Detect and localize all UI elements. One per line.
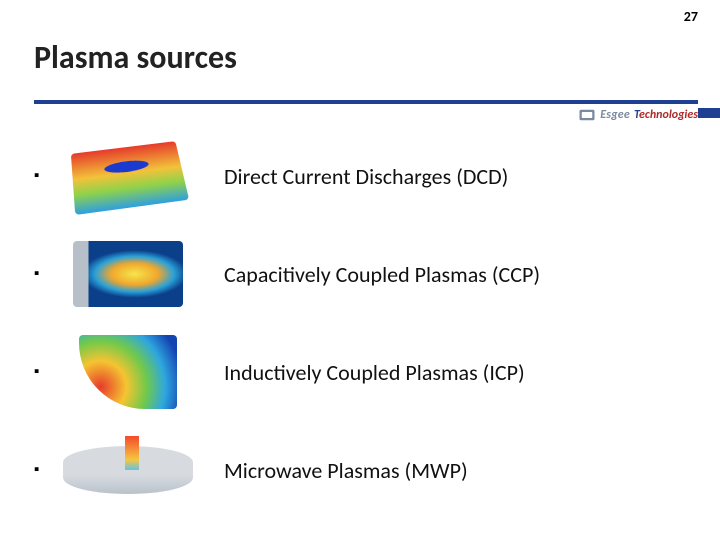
sim-render-icon [73,241,183,307]
page-title: Plasma sources [34,38,237,77]
brand-logo: Esgee Technologies [578,108,698,122]
item-label: Capacitively Coupled Plasmas (CCP) [224,261,540,288]
slide: 27 Plasma sources Esgee Technologies ▪ D… [0,0,720,540]
bullet-icon: ▪ [34,167,48,185]
title-separator [34,100,698,104]
bullet-icon: ▪ [34,265,48,283]
list-item: ▪ Inductively Coupled Plasmas (ICP) [34,326,698,418]
sim-render-icon [63,446,193,494]
brand-text-2: Technologies [634,108,698,122]
list-item: ▪ Capacitively Coupled Plasmas (CCP) [34,228,698,320]
list-item: ▪ Microwave Plasmas (MWP) [34,424,698,516]
thumbnail-dcd [58,136,198,216]
bullet-icon: ▪ [34,363,48,381]
page-number: 27 [684,8,698,25]
sim-render-icon [71,141,189,215]
thumbnail-mwp [58,430,198,510]
item-label: Inductively Coupled Plasmas (ICP) [224,359,525,386]
brand-mark-icon [578,108,596,122]
content-list: ▪ Direct Current Discharges (DCD) ▪ Capa… [34,130,698,520]
item-label: Direct Current Discharges (DCD) [224,163,508,190]
brand-text-1: Esgee [600,108,630,122]
thumbnail-ccp [58,234,198,314]
item-label: Microwave Plasmas (MWP) [224,457,468,484]
brand-text-2b: echnologies [639,108,698,122]
sim-render-icon [79,335,177,409]
brand-accent-bar [698,108,720,118]
thumbnail-icp [58,332,198,412]
bullet-icon: ▪ [34,461,48,479]
list-item: ▪ Direct Current Discharges (DCD) [34,130,698,222]
